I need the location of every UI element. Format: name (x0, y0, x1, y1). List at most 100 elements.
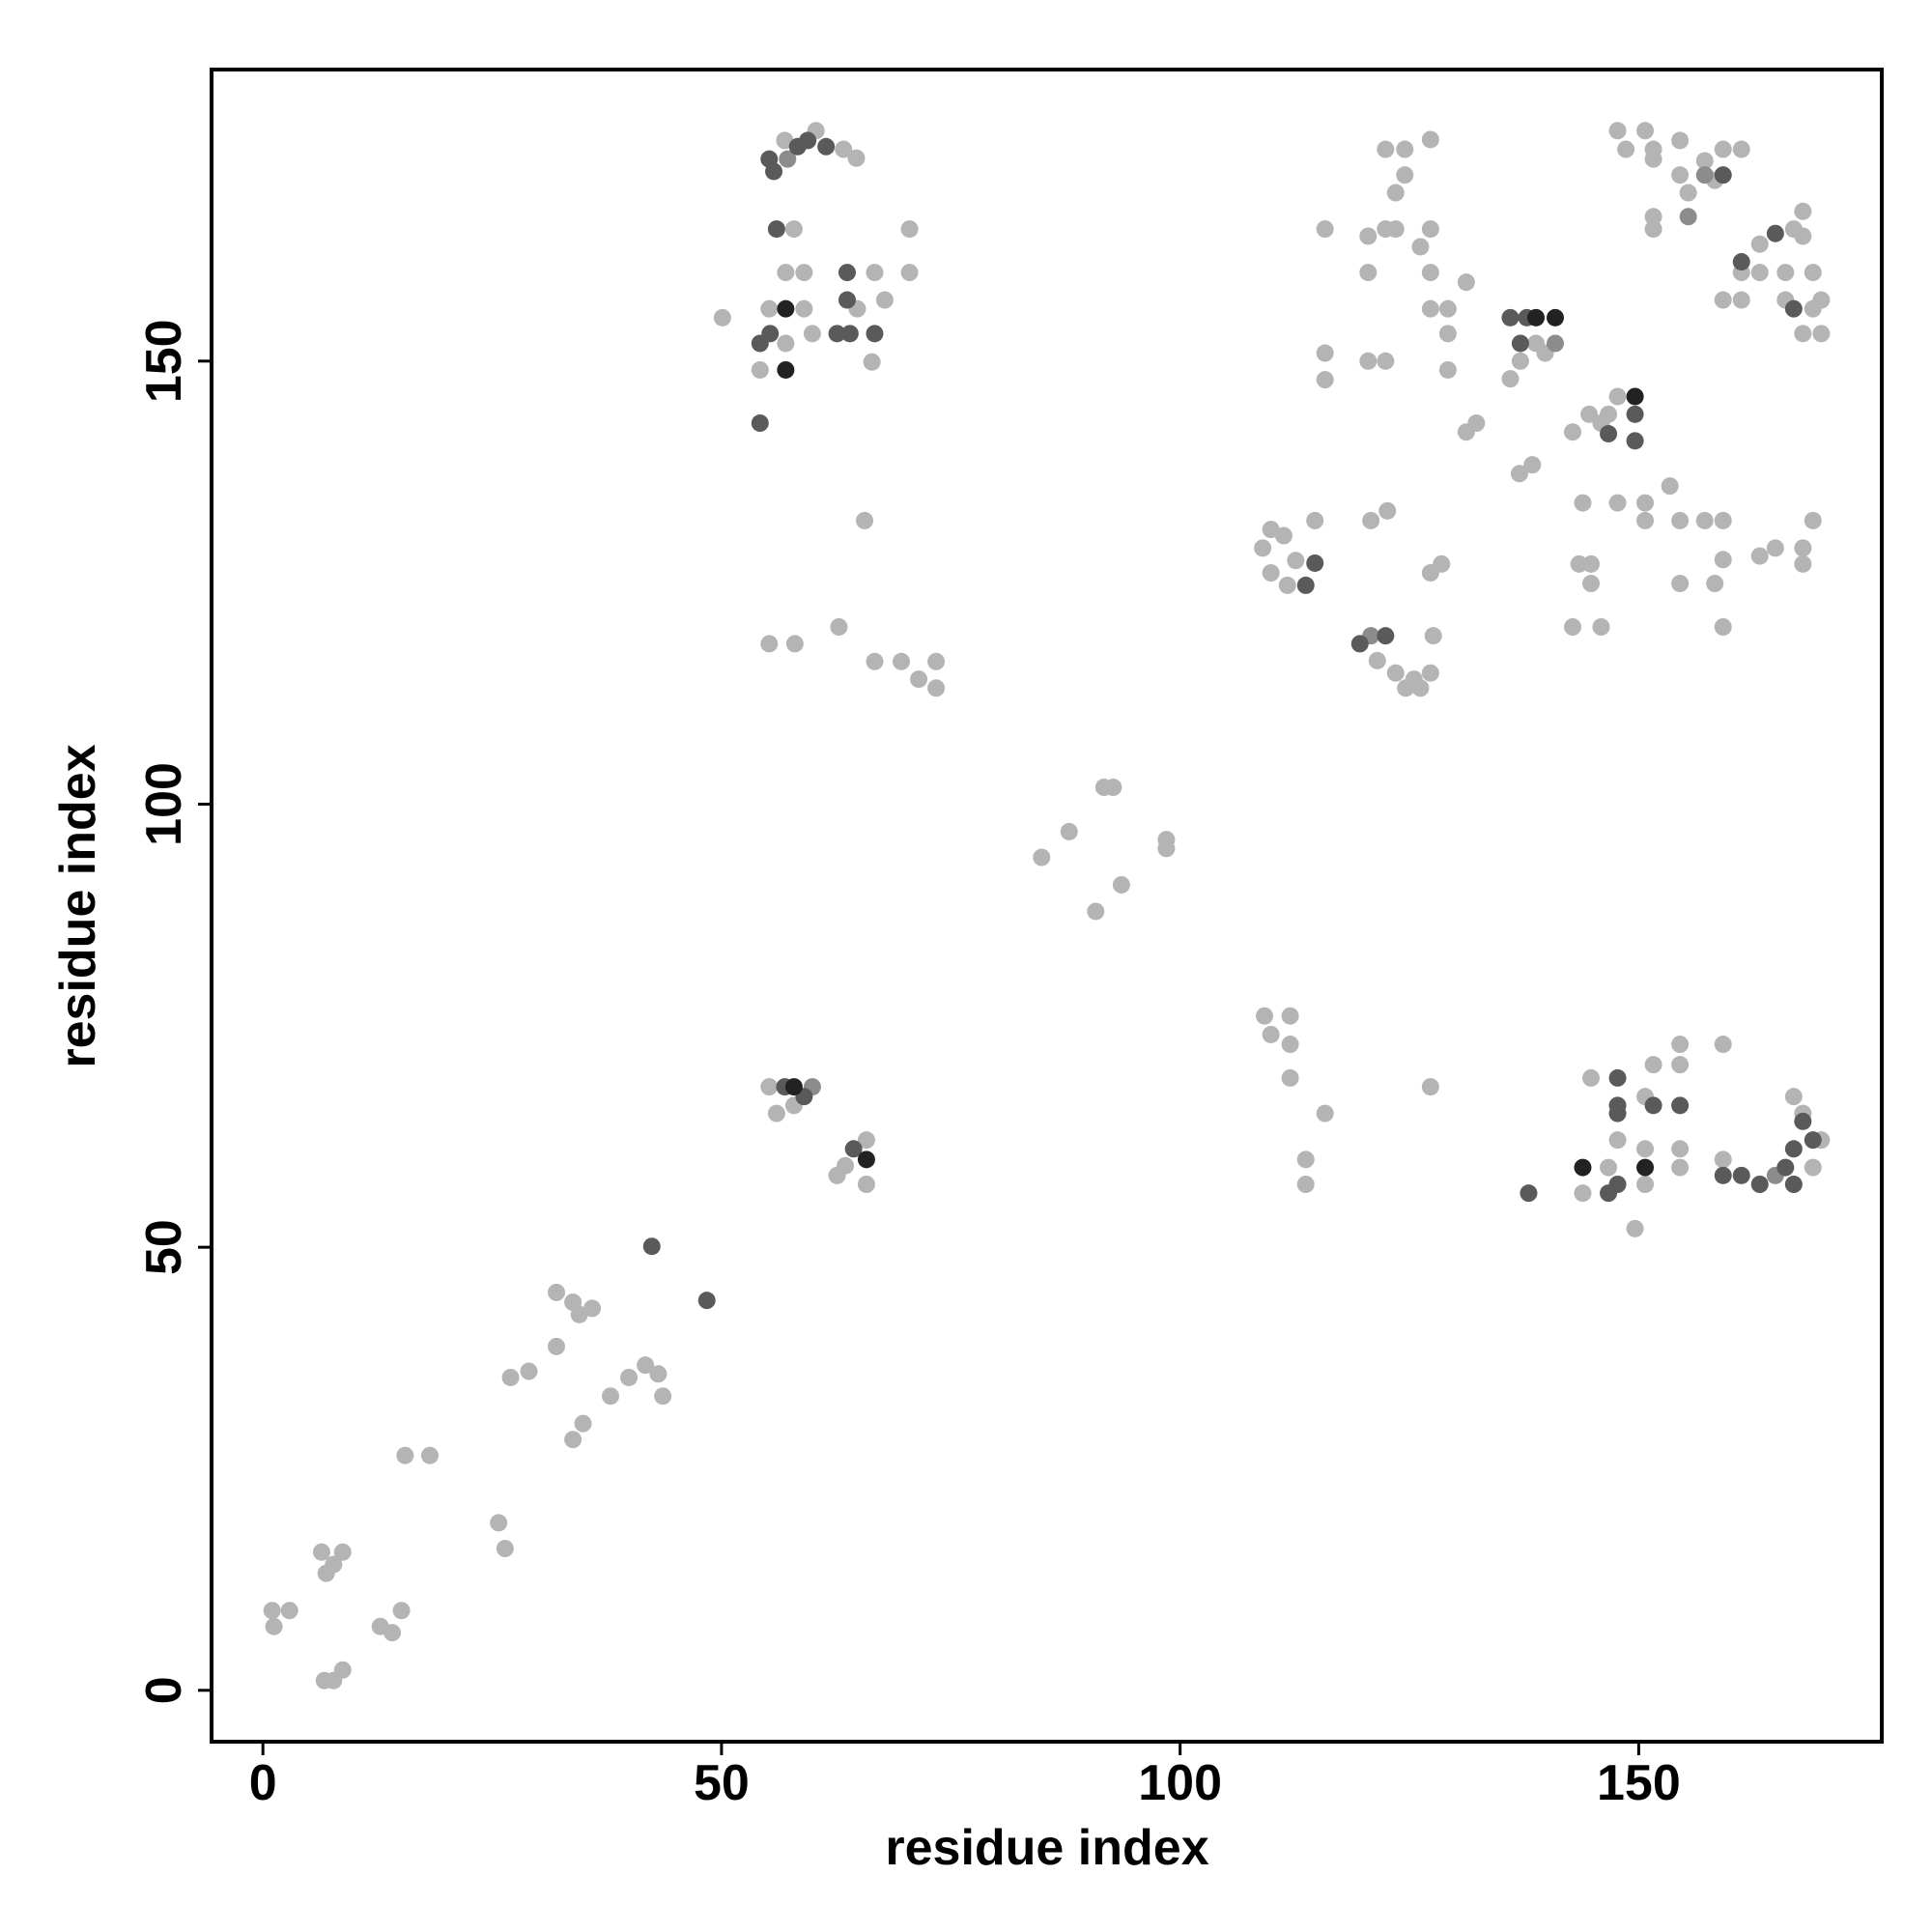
point (761, 325, 780, 343)
point (777, 360, 795, 379)
point (1636, 1158, 1655, 1177)
point (777, 264, 795, 282)
point (1424, 627, 1442, 645)
point (1281, 1068, 1299, 1087)
point (1438, 360, 1457, 379)
x-tick-label: 100 (1138, 1755, 1222, 1811)
point (1278, 576, 1296, 594)
point (1812, 325, 1831, 343)
point (1296, 1151, 1315, 1169)
point (1784, 299, 1803, 318)
point (767, 1104, 785, 1122)
point (1794, 227, 1812, 245)
point (866, 264, 884, 282)
point (1784, 1088, 1803, 1106)
point (1362, 511, 1380, 529)
point (1636, 122, 1655, 140)
point (1750, 264, 1769, 282)
point (1679, 184, 1697, 202)
point (1784, 1140, 1803, 1158)
point (1386, 220, 1405, 239)
point (654, 1387, 672, 1406)
point (570, 1305, 588, 1323)
point (866, 325, 884, 343)
point (1438, 299, 1457, 318)
point (1262, 521, 1280, 539)
point (1580, 405, 1599, 423)
point (1281, 1007, 1299, 1025)
point (847, 149, 866, 167)
point (1644, 1056, 1662, 1074)
point (875, 291, 894, 309)
point (1306, 511, 1324, 529)
point (838, 264, 856, 282)
point (1396, 166, 1414, 185)
point (1706, 575, 1724, 593)
point (1644, 220, 1662, 239)
point (784, 1078, 803, 1096)
point (785, 635, 804, 653)
point (765, 162, 783, 181)
point (1671, 1036, 1690, 1054)
point (1608, 1068, 1627, 1087)
point (1794, 325, 1812, 343)
point (1732, 1166, 1750, 1184)
point (1262, 1025, 1280, 1043)
point (1750, 1176, 1769, 1193)
plot-frame (210, 68, 1884, 1744)
point (490, 1514, 508, 1532)
point (1386, 184, 1405, 202)
point (1397, 679, 1415, 697)
point (325, 1555, 343, 1574)
point (1714, 1036, 1732, 1054)
point (1377, 627, 1395, 645)
point (1511, 334, 1529, 353)
point (1033, 848, 1051, 867)
point (803, 325, 821, 343)
point (1714, 1151, 1732, 1169)
point (1112, 875, 1130, 894)
point (1316, 1104, 1334, 1122)
point (1626, 387, 1644, 406)
point (548, 1283, 566, 1301)
point (1671, 1056, 1690, 1074)
point (828, 325, 846, 343)
point (1661, 477, 1679, 496)
point (1316, 220, 1334, 239)
point (1636, 1176, 1655, 1193)
point (1617, 140, 1635, 158)
point (779, 150, 797, 168)
point (1644, 150, 1662, 168)
point (1671, 1140, 1690, 1158)
point (817, 137, 836, 156)
point (1281, 1036, 1299, 1054)
point (1060, 822, 1078, 840)
point (1714, 551, 1732, 569)
point (927, 652, 946, 670)
point (520, 1362, 538, 1380)
point (1714, 166, 1732, 185)
point (583, 1299, 602, 1318)
point (1421, 220, 1439, 239)
point (1714, 511, 1732, 529)
point (1421, 130, 1439, 149)
point (1467, 414, 1486, 433)
point (496, 1540, 514, 1558)
point (1695, 152, 1714, 170)
point (1695, 511, 1714, 529)
point (1776, 264, 1795, 282)
point (893, 652, 911, 670)
point (392, 1602, 411, 1620)
point (1421, 664, 1439, 682)
point (1671, 575, 1690, 593)
point (649, 1365, 668, 1383)
point (713, 308, 731, 327)
point (1608, 1104, 1627, 1122)
point (1254, 539, 1272, 557)
point (1421, 299, 1439, 318)
point (795, 264, 813, 282)
point (697, 1292, 716, 1310)
point (1714, 1166, 1732, 1184)
point (1287, 552, 1305, 570)
